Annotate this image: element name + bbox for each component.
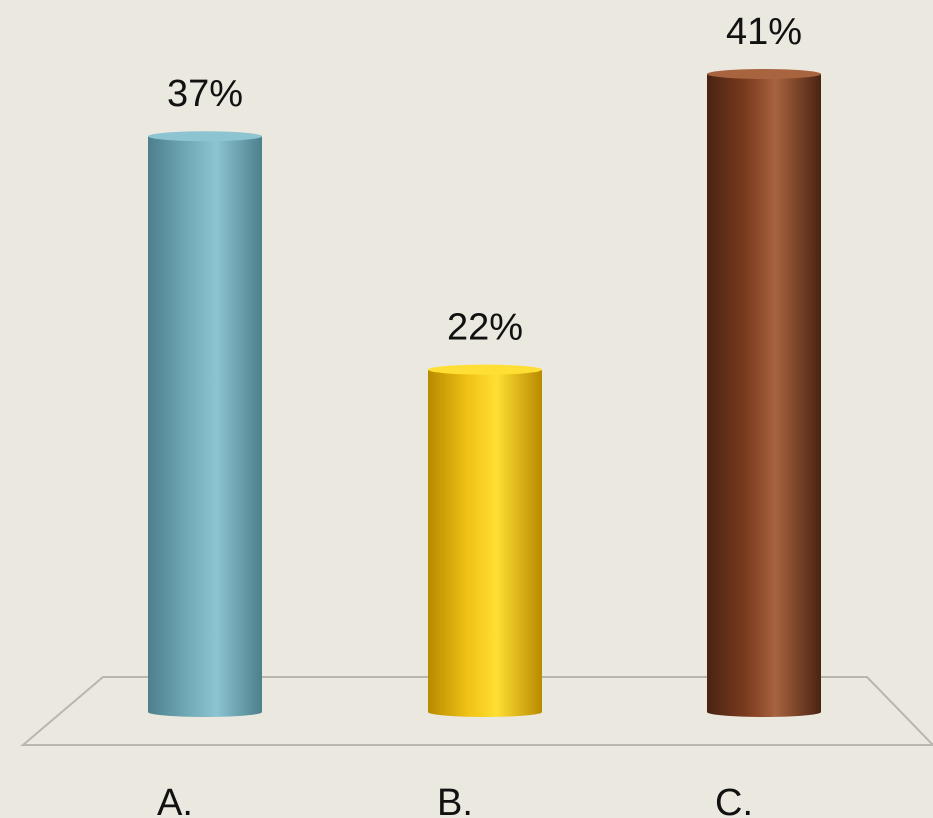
bar-b xyxy=(428,364,542,717)
bars-layer xyxy=(148,69,821,717)
bar-body xyxy=(707,74,821,712)
bar-cap xyxy=(707,69,821,79)
data-label: 37% xyxy=(167,73,243,115)
bar-base xyxy=(148,707,262,717)
data-label: 41% xyxy=(726,11,802,53)
labels-layer: 37% A. 22% B. 41% C. xyxy=(157,11,802,818)
bar-body xyxy=(428,369,542,712)
category-label: B. xyxy=(437,782,473,818)
category-label: A. xyxy=(157,782,193,818)
bar-cap xyxy=(428,364,542,375)
category-label: C. xyxy=(715,782,753,818)
bar-a xyxy=(148,131,262,717)
bar-cap xyxy=(148,131,262,142)
bar-base xyxy=(428,707,542,717)
data-label: 22% xyxy=(447,307,523,349)
bar-c xyxy=(707,69,821,717)
bar-body xyxy=(148,136,262,712)
bar-base xyxy=(707,707,821,717)
